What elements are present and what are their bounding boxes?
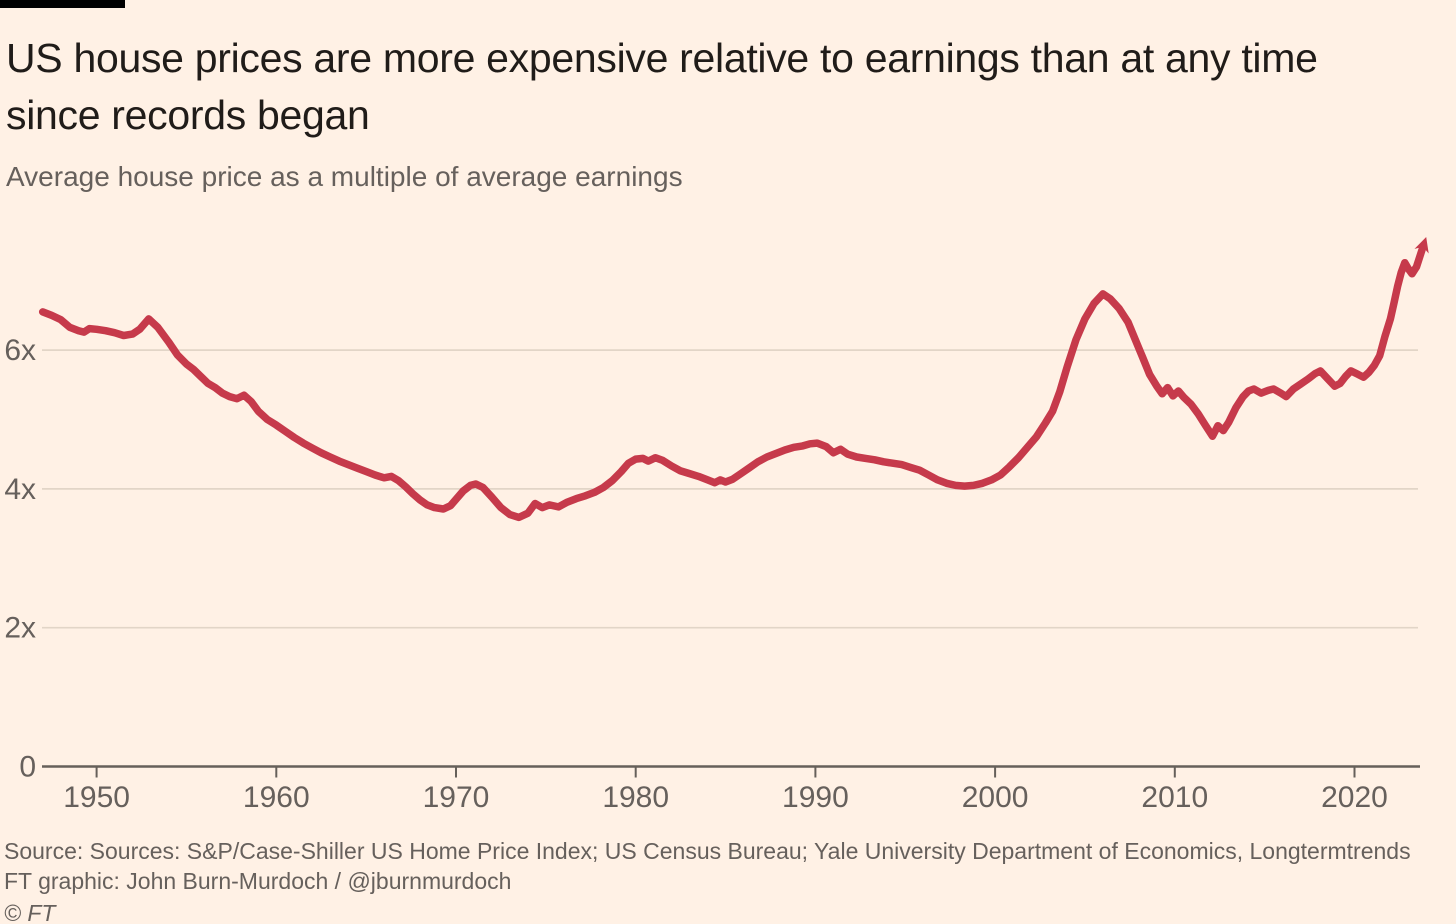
x-axis-labels: 1950 1960 1970 1980 1990 2000 2010 2020 (63, 781, 1388, 814)
chart-title: US house prices are more expensive relat… (6, 30, 1318, 144)
x-tick-label: 1990 (782, 781, 849, 814)
x-tick-label: 1970 (423, 781, 490, 814)
footer: Source: Sources: S&P/Case-Shiller US Hom… (4, 836, 1411, 924)
y-axis-labels: 0 2x 4x 6x (4, 334, 36, 783)
price-earnings-ratio-line (38, 236, 1429, 522)
x-axis (42, 765, 1420, 778)
y-tick-label: 0 (19, 751, 36, 784)
credit-line: FT graphic: John Burn-Murdoch / @jburnmu… (4, 868, 512, 894)
x-tick-label: 1950 (63, 781, 130, 814)
x-tick-label: 1980 (602, 781, 669, 814)
source-line: Source: Sources: S&P/Case-Shiller US Hom… (4, 838, 1411, 864)
y-tick-label: 4x (4, 473, 36, 506)
x-tick-label: 2000 (962, 781, 1029, 814)
y-tick-label: 6x (4, 334, 36, 367)
chart-title-line1: US house prices are more expensive relat… (6, 35, 1318, 81)
x-tick-label: 2020 (1321, 781, 1388, 814)
x-tick-label: 2010 (1141, 781, 1208, 814)
ft-copyright: © FT (4, 900, 56, 924)
gridlines (42, 349, 1418, 629)
y-tick-label: 2x (4, 612, 36, 645)
chart-subtitle: Average house price as a multiple of ave… (6, 161, 683, 192)
x-tick-label: 1960 (243, 781, 310, 814)
ft-top-rule (0, 0, 125, 8)
chart-title-line2: since records began (6, 92, 370, 138)
